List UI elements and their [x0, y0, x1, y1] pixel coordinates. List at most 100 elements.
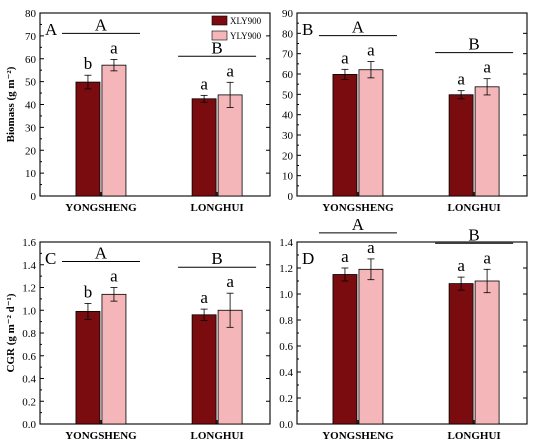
- significance-letter: a: [226, 61, 234, 80]
- y-tick-label: 1.2: [279, 263, 293, 275]
- panel-A: 0 10 20 30 40 50 60 70 80 Biomass (g m⁻²) A YONGSHE…: [5, 8, 271, 214]
- y-tick-label: 0.8: [22, 328, 36, 340]
- y-tick-label: 1.6: [22, 237, 36, 249]
- y-tick-label: 50: [25, 77, 37, 89]
- y-tick-label: 20: [25, 145, 37, 157]
- y-tick-label: 60: [282, 69, 294, 81]
- bar-yly900: [358, 69, 384, 197]
- y-tick-label: 0.2: [22, 396, 36, 408]
- bar-yly900: [358, 268, 384, 425]
- y-tick-label: 30: [25, 122, 37, 134]
- panel-C: 0.0 0.2 0.4 0.6 0.8 1.0 1.2 1.4 1.6 CGR (g m⁻² d⁻…: [5, 237, 271, 442]
- bar-yly900: [101, 293, 127, 425]
- bar-yly900: [474, 280, 500, 425]
- legend-label: XLY900: [230, 16, 262, 26]
- x-tick-label: YONGSHENG: [65, 430, 137, 442]
- significance-letter: a: [367, 238, 375, 257]
- bar-yly900: [101, 64, 127, 197]
- bar-yly900: [217, 94, 243, 197]
- y-tick-label: 0.6: [22, 351, 36, 363]
- group-letter: A: [352, 18, 365, 37]
- x-tick-label: LONGHUI: [448, 202, 501, 214]
- significance-letter: b: [84, 54, 93, 73]
- significance-letter: a: [200, 74, 208, 93]
- legend: XLY900 YLY900: [211, 15, 262, 41]
- bar-xly900: [75, 310, 101, 425]
- significance-letter: a: [341, 247, 349, 266]
- y-tick-label: 40: [25, 100, 37, 112]
- y-tick-label: 1.0: [22, 305, 36, 317]
- significance-letter: a: [110, 38, 118, 57]
- group-letter: B: [211, 249, 222, 268]
- bar-yly900: [217, 309, 243, 425]
- x-tick-label: YONGSHENG: [322, 430, 394, 442]
- y-tick-label: 1.2: [22, 283, 36, 295]
- y-tick-label: 90: [282, 8, 294, 20]
- group-letter: B: [468, 225, 479, 244]
- y-tick-label: 10: [282, 171, 294, 183]
- legend-label: YLY900: [230, 31, 262, 41]
- bar-xly900: [75, 81, 101, 197]
- y-axis-label: Biomass (g m⁻²): [5, 66, 17, 142]
- significance-letter: a: [110, 267, 118, 286]
- y-tick-label: 10: [25, 168, 37, 180]
- x-tick-label: LONGHUI: [191, 202, 244, 214]
- bar-xly900: [332, 274, 358, 425]
- significance-letter: a: [457, 70, 465, 89]
- bar-xly900: [191, 98, 217, 197]
- legend-swatch-xly900: [211, 15, 228, 26]
- x-tick-label: LONGHUI: [191, 430, 244, 442]
- y-tick-label: 0.0: [22, 419, 36, 431]
- y-tick-label: 0.2: [279, 393, 293, 405]
- y-axis-label: CGR (g m⁻² d⁻¹): [5, 293, 17, 372]
- significance-letter: a: [341, 48, 349, 67]
- y-tick-label: 20: [282, 150, 294, 162]
- significance-letter: a: [200, 288, 208, 307]
- y-tick-label: 60: [25, 54, 37, 66]
- y-tick-label: 1.4: [279, 237, 293, 249]
- y-tick-label: 0.6: [279, 341, 293, 353]
- significance-letter: a: [226, 272, 234, 291]
- y-tick-label: 0.0: [279, 419, 293, 431]
- x-tick-label: YONGSHENG: [65, 202, 137, 214]
- y-tick-label: 0: [288, 191, 294, 203]
- x-tick-label: YONGSHENG: [322, 202, 394, 214]
- significance-letter: a: [457, 256, 465, 275]
- group-letter: B: [211, 38, 222, 57]
- bar-xly900: [448, 283, 474, 425]
- group-letter: A: [352, 215, 365, 234]
- bar-yly900: [474, 86, 500, 197]
- y-tick-label: 80: [282, 28, 294, 40]
- bar-xly900: [191, 314, 217, 425]
- y-tick-label: 40: [282, 110, 294, 122]
- significance-letter: b: [84, 282, 93, 301]
- x-tick-label: LONGHUI: [448, 430, 501, 442]
- bar-xly900: [332, 74, 358, 197]
- panel-letter: A: [45, 20, 58, 39]
- significance-letter: a: [483, 248, 491, 267]
- significance-letter: a: [367, 41, 375, 60]
- panel-letter: C: [45, 249, 56, 268]
- y-tick-label: 1.4: [22, 260, 36, 272]
- panel-letter: D: [302, 249, 314, 268]
- legend-swatch-yly900: [211, 30, 228, 41]
- y-tick-label: 0.4: [279, 367, 293, 379]
- y-tick-label: 70: [282, 49, 294, 61]
- y-tick-label: 70: [25, 31, 37, 43]
- group-letter: B: [468, 35, 479, 54]
- group-letter: A: [95, 244, 108, 263]
- y-tick-label: 30: [282, 130, 294, 142]
- group-letter: A: [95, 15, 108, 34]
- y-tick-label: 0: [31, 191, 37, 203]
- y-tick-label: 0.8: [279, 315, 293, 327]
- y-tick-label: 1.0: [279, 289, 293, 301]
- significance-letter: a: [483, 58, 491, 77]
- panel-letter: B: [302, 20, 313, 39]
- y-tick-label: 50: [282, 89, 294, 101]
- y-tick-label: 0.4: [22, 374, 36, 386]
- bar-xly900: [448, 94, 474, 197]
- y-tick-label: 80: [25, 8, 37, 20]
